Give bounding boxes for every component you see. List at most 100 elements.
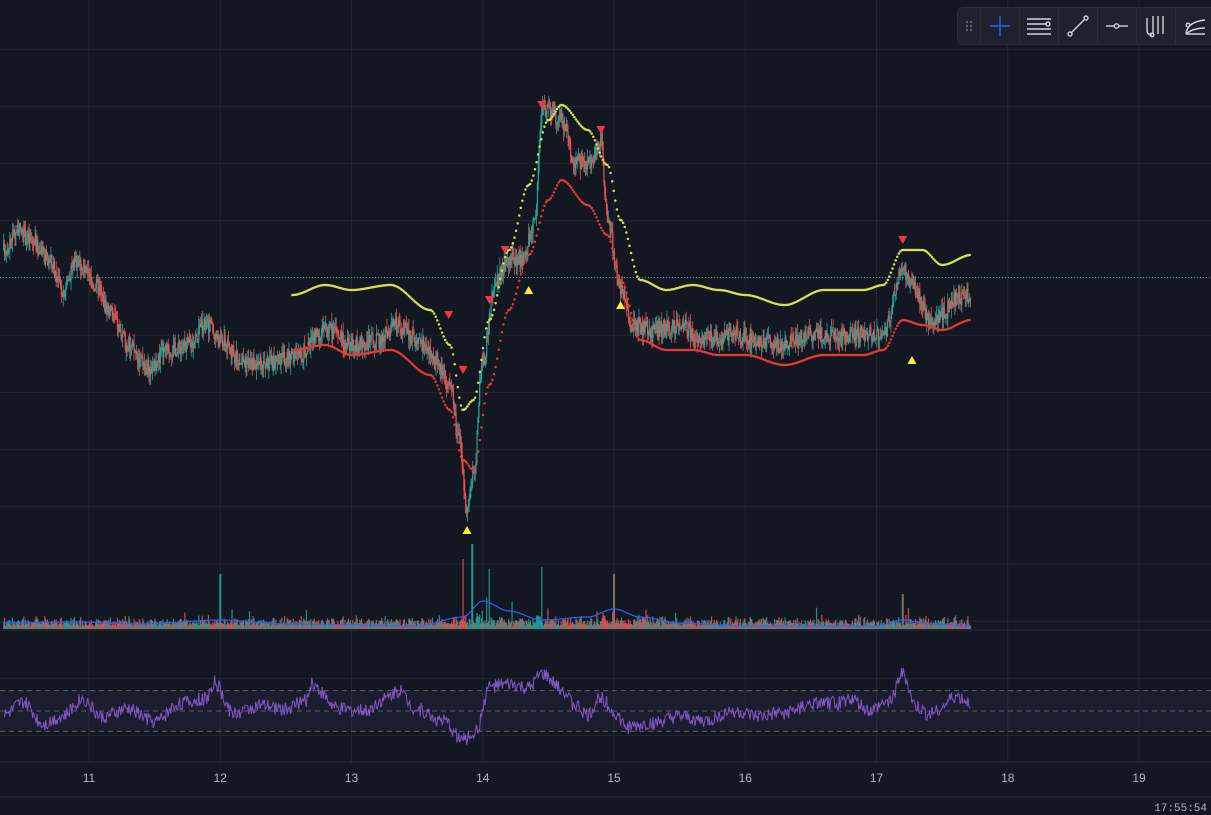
candle-body xyxy=(290,354,292,364)
curve-tool-icon[interactable] xyxy=(1175,8,1211,44)
candle-body xyxy=(345,343,347,347)
candle-body xyxy=(67,278,70,280)
candle-body xyxy=(48,262,50,264)
volume-bar xyxy=(588,621,590,629)
candle-body xyxy=(302,360,304,363)
candle-body xyxy=(324,325,326,327)
candle-body xyxy=(241,356,244,364)
volume-bar xyxy=(967,616,969,629)
volume-bar xyxy=(479,623,482,629)
candle-body xyxy=(62,290,64,297)
volume-bar xyxy=(409,620,412,629)
volume-bar xyxy=(773,618,776,629)
candle-body xyxy=(532,219,534,233)
candle-body xyxy=(657,326,659,337)
volume-bar xyxy=(158,621,161,629)
volume-bar xyxy=(220,622,223,629)
candle-body xyxy=(405,323,407,328)
candle-body xyxy=(125,344,127,350)
candle-body xyxy=(406,327,408,333)
candle-body xyxy=(857,327,860,343)
volume-bar xyxy=(644,618,646,629)
volume-bar xyxy=(598,625,601,629)
volume-bar xyxy=(137,623,140,629)
volume-bar xyxy=(732,623,735,629)
crosshair-icon[interactable] xyxy=(980,8,1019,44)
volume-bar xyxy=(804,620,806,629)
volume-bar xyxy=(548,624,550,629)
candle-body xyxy=(775,340,777,347)
candle-body xyxy=(369,341,371,343)
candle-body xyxy=(312,333,315,340)
volume-bar xyxy=(311,621,314,629)
volume-bar xyxy=(957,623,959,629)
candle-body xyxy=(762,338,764,348)
volume-bar xyxy=(143,621,145,629)
horizontal-ray-icon[interactable] xyxy=(1097,8,1136,44)
volume-bar xyxy=(801,624,804,629)
candle-body xyxy=(483,360,485,365)
candle-body xyxy=(227,339,229,350)
candle-body xyxy=(239,363,241,365)
volume-bar xyxy=(81,620,84,629)
time-axis[interactable] xyxy=(0,762,1211,811)
candle-body xyxy=(864,329,866,341)
volume-bar xyxy=(796,618,798,629)
candle-body xyxy=(912,280,914,283)
volume-bar xyxy=(882,622,884,629)
volume-bar xyxy=(271,620,273,629)
candle-body xyxy=(897,284,899,285)
volume-bar xyxy=(718,626,721,629)
volume-bar xyxy=(451,621,453,629)
candle-body xyxy=(173,341,175,345)
volume-bar xyxy=(255,622,258,629)
candle-body xyxy=(534,218,536,220)
volume-bar xyxy=(808,621,810,629)
candle-body xyxy=(192,342,194,348)
horizontal-lines-icon[interactable] xyxy=(1019,8,1058,44)
candle-body xyxy=(910,279,912,281)
grip-dots-icon[interactable] xyxy=(958,8,980,44)
volume-bar xyxy=(346,622,348,629)
volume-bar xyxy=(475,617,477,629)
candle-body xyxy=(913,283,916,289)
candle-body xyxy=(222,345,224,346)
candle-body xyxy=(185,342,187,353)
volume-bar xyxy=(500,619,502,629)
volume-bar xyxy=(893,621,896,629)
candle-body xyxy=(233,350,235,355)
candle-body xyxy=(585,163,588,170)
volume-bar xyxy=(24,619,27,629)
candle-body xyxy=(391,321,393,323)
volume-bar xyxy=(534,621,536,629)
volume-bar xyxy=(874,624,876,629)
volume-bar xyxy=(339,624,341,629)
volume-bar xyxy=(822,621,825,629)
candle-body xyxy=(468,499,470,507)
trend-line-icon[interactable] xyxy=(1058,8,1097,44)
volume-bar xyxy=(114,621,116,629)
pitchfork-icon[interactable] xyxy=(1136,8,1175,44)
candle-body xyxy=(693,339,695,341)
candle-body xyxy=(545,113,547,116)
volume-bar xyxy=(666,620,668,629)
candle-body xyxy=(640,323,642,334)
candle-body xyxy=(540,122,542,132)
candle-body xyxy=(624,294,626,302)
volume-bar xyxy=(49,624,51,629)
candle-body xyxy=(808,327,810,331)
candle-body xyxy=(146,370,148,375)
volume-bar xyxy=(334,623,336,629)
candle-body xyxy=(922,300,924,311)
volume-bar xyxy=(37,619,39,629)
volume-bar xyxy=(217,623,219,629)
candle-body xyxy=(157,361,159,362)
candle-body xyxy=(421,340,423,351)
volume-bar xyxy=(581,624,583,629)
volume-bar xyxy=(264,623,266,629)
candle-body xyxy=(836,339,838,341)
candle-body xyxy=(678,323,680,328)
candle-body xyxy=(854,329,856,342)
volume-bar xyxy=(177,623,179,629)
